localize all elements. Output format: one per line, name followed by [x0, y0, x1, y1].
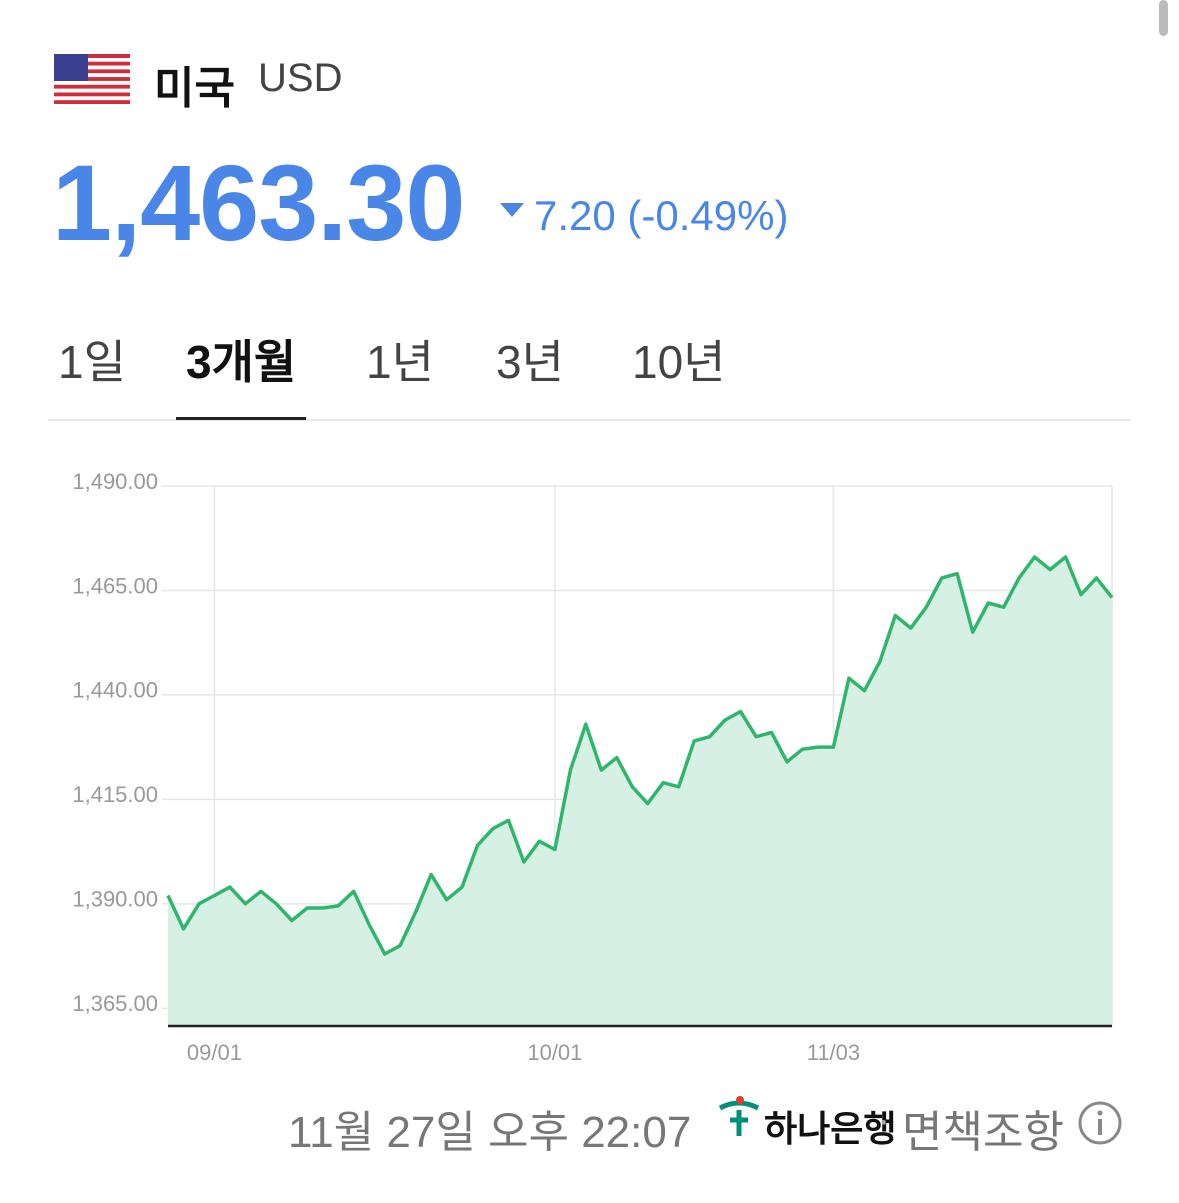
country-name: 미국	[154, 64, 235, 113]
y-tick-label: 1,415.00	[72, 782, 158, 807]
period-tab[interactable]: 3개월	[186, 336, 297, 388]
disclaimer-link[interactable]: 면책조항	[902, 1108, 1064, 1157]
x-tick-label: 10/01	[527, 1040, 582, 1065]
timestamp: 11월 27일 오후 22:07	[288, 1108, 692, 1157]
period-tab[interactable]: 10년	[632, 336, 726, 388]
line	[166, 555, 1114, 956]
y-tick-label: 1,365.00	[72, 991, 158, 1016]
down-arrow	[500, 203, 524, 217]
y-tick-label: 1,390.00	[72, 887, 158, 912]
bank-logo	[718, 1096, 760, 1136]
currency-code: USD	[258, 56, 343, 100]
period-tab[interactable]: 1일	[58, 336, 126, 388]
x-tick-label: 09/01	[187, 1040, 242, 1065]
bank-name: 하나은행	[764, 1108, 897, 1149]
exchange-rate: 1,463.30	[52, 142, 465, 263]
y-tick-label: 1,440.00	[72, 678, 158, 703]
info-icon[interactable]	[1077, 1100, 1123, 1146]
y-tick-label: 1,465.00	[72, 573, 158, 598]
scrollbar	[1159, 0, 1168, 36]
y-tick-label: 1,490.00	[72, 469, 158, 494]
period-tab[interactable]: 1년	[366, 336, 434, 388]
separator: ·	[877, 1098, 891, 1142]
area	[168, 557, 1112, 1025]
tab-underline	[176, 417, 306, 420]
us-flag	[54, 54, 130, 104]
x-tick-label: 11/03	[807, 1040, 860, 1065]
period-tab[interactable]: 3년	[496, 336, 564, 388]
rate-change: 7.20 (-0.49%)	[534, 192, 789, 239]
chart: 1,365.00 1,390.00 1,415.00 1,440.00 1,465.00…	[72, 469, 1114, 1065]
tab-separator	[48, 419, 1131, 421]
